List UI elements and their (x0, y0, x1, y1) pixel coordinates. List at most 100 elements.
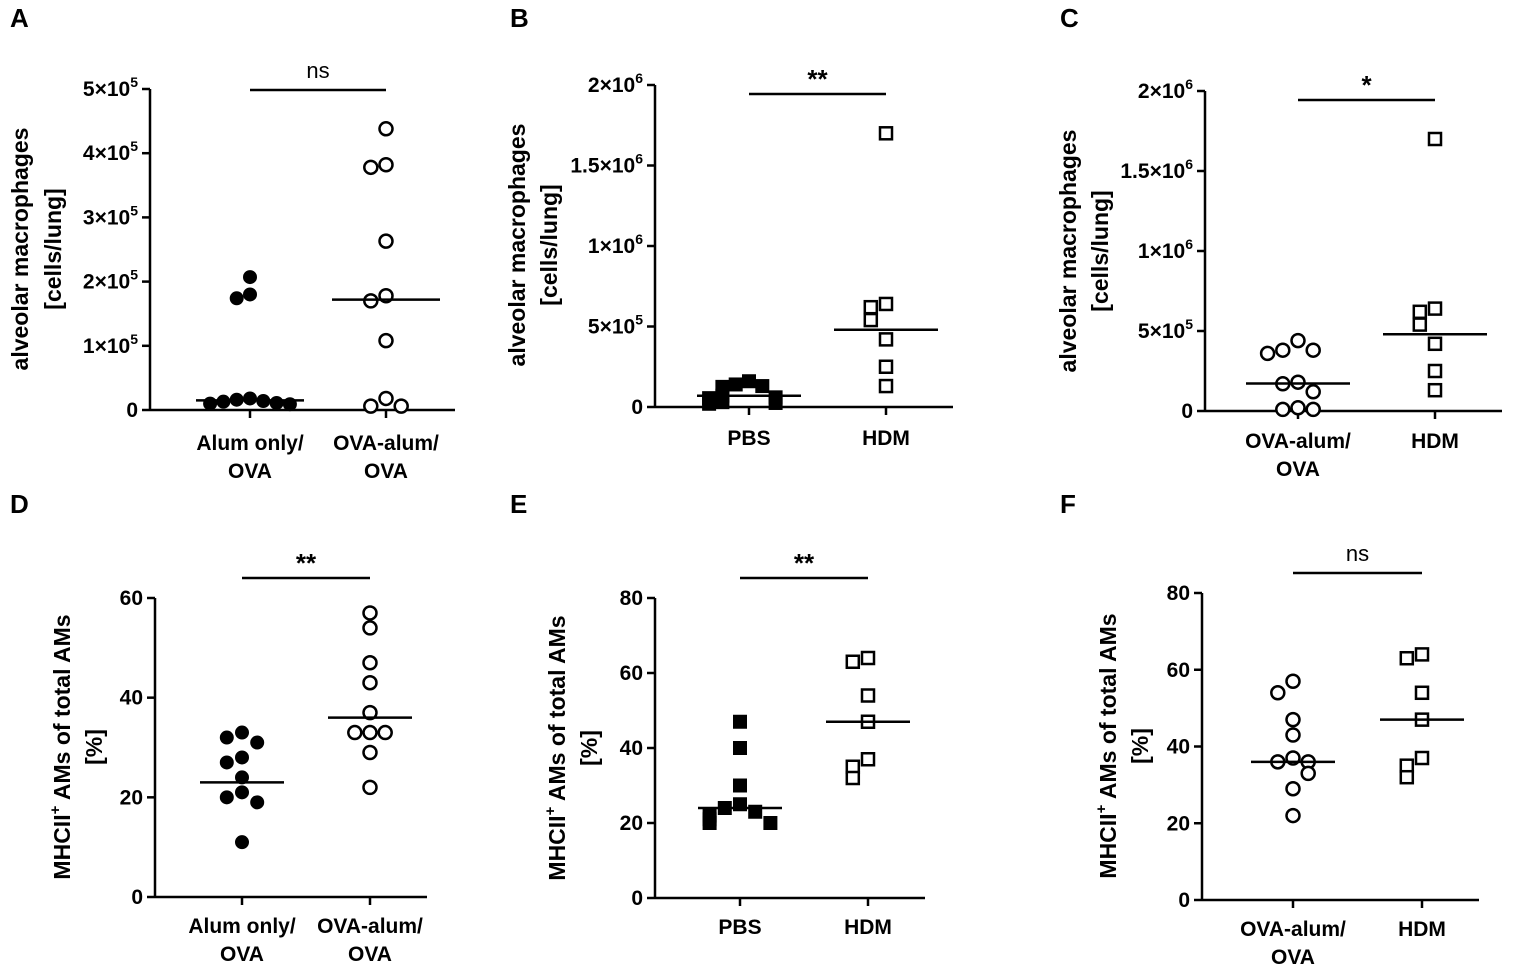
y-axis-label-line: [%] (1127, 728, 1153, 764)
data-point (378, 332, 394, 349)
y-tick-label: 60 (1167, 659, 1190, 682)
data-point (878, 126, 894, 141)
y-tick-label: 0 (631, 396, 643, 419)
data-point (1427, 363, 1443, 379)
significance-label: * (1361, 70, 1372, 100)
y-axis-label-line: [%] (81, 729, 107, 765)
panel-label: C (1060, 3, 1079, 33)
x-category-label: HDM (844, 916, 892, 939)
data-point (863, 299, 879, 315)
data-point (250, 735, 265, 750)
panel-B: B 0 5×105 1×106 1.5×106 2×106 PBS HDM alveolar m… (504, 3, 953, 450)
x-category-label: OVA-alum/ (1240, 918, 1346, 941)
data-point (1285, 807, 1301, 824)
data-point (1414, 750, 1430, 766)
y-axis-label: alveolar macrophages [cells/lung] (504, 124, 562, 367)
x-category-label: PBS (727, 427, 770, 450)
data-point (219, 755, 234, 770)
data-point (393, 398, 409, 414)
data-point (243, 270, 257, 285)
data-point (1399, 650, 1415, 666)
y-tick-label: 40 (120, 687, 143, 710)
x-category-label: HDM (1398, 918, 1446, 941)
data-point (243, 391, 257, 406)
panel-A: A 0 1×105 2×105 3×105 4×105 5×105 Alum only/OVA… (7, 3, 455, 483)
panel-C: C 0 5×105 1×106 1.5×106 2×106 OVA-alum/OVA HDM a… (1055, 3, 1502, 481)
data-point (362, 744, 378, 761)
data-point (1412, 317, 1428, 332)
data-point (860, 752, 876, 767)
y-axis-label-line: [%] (576, 730, 602, 766)
y-tick-label: 5×105 (1138, 316, 1193, 343)
data-point (1412, 304, 1428, 320)
y-tick-label: 0 (1181, 400, 1193, 423)
data-point (878, 296, 894, 312)
y-tick-label: 0 (131, 886, 143, 909)
y-axis-label-line: alveolar macrophages (1055, 130, 1081, 373)
data-point (702, 816, 717, 830)
significance-label: ** (807, 64, 828, 94)
y-tick-label: 1×105 (83, 331, 138, 358)
data-point (1427, 382, 1443, 398)
data-point (362, 704, 378, 721)
data-point (1427, 301, 1443, 316)
data-point (377, 724, 393, 741)
y-tick-label: 20 (120, 786, 143, 809)
y-tick-label: 0 (126, 399, 138, 422)
data-point (755, 379, 770, 394)
y-tick-label: 3×105 (83, 202, 138, 229)
y-axis-label: MHCII+ AMs of total AMs [%] (1093, 613, 1153, 878)
data-point (235, 770, 249, 785)
y-tick-label: 60 (120, 587, 143, 610)
data-point (1414, 647, 1430, 662)
y-tick-label: 80 (1167, 582, 1190, 605)
data-point (1285, 780, 1301, 797)
x-category-label: OVA-alum/ (333, 432, 439, 455)
y-tick-label: 2×105 (83, 267, 138, 294)
x-category-label: PBS (718, 916, 761, 939)
y-axis-label-line: MHCII+ AMs of total AMs (1093, 613, 1121, 878)
data-point (1275, 342, 1291, 358)
data-point (235, 750, 249, 765)
y-axis-label-line: alveolar macrophages (7, 128, 33, 371)
data-point (733, 741, 747, 755)
data-point (363, 398, 379, 414)
data-point (363, 293, 379, 309)
significance-label: ns (1346, 541, 1369, 566)
panel-label: E (510, 489, 527, 519)
x-category-label: OVA-alum/ (317, 915, 423, 938)
data-point (733, 714, 747, 729)
data-point (363, 159, 379, 176)
panel-label: D (10, 489, 29, 519)
x-category-label: OVA (220, 943, 264, 966)
x-category-label: HDM (1411, 430, 1459, 453)
data-point (250, 795, 265, 810)
y-axis-label: alveolar macrophages [cells/lung] (1055, 130, 1113, 373)
data-point (863, 312, 879, 328)
y-tick-label: 80 (620, 587, 643, 610)
data-point (1290, 332, 1306, 349)
data-point (845, 770, 861, 786)
significance-label: ** (794, 548, 815, 578)
data-point (1285, 727, 1301, 743)
panel-label: F (1060, 489, 1076, 519)
y-tick-label: 1×106 (588, 231, 643, 258)
x-category-label: OVA (364, 460, 408, 483)
data-point (1275, 401, 1291, 418)
y-axis-label: alveolar macrophages [cells/lung] (7, 128, 66, 371)
data-point (378, 233, 394, 249)
data-point (362, 674, 378, 691)
data-point (1414, 685, 1430, 701)
significance-label: ** (296, 548, 317, 578)
data-point (243, 287, 257, 302)
data-point (860, 688, 876, 703)
y-tick-label: 0 (1178, 889, 1190, 912)
data-point (702, 396, 717, 411)
data-point (768, 395, 783, 410)
panel-label: A (10, 3, 29, 33)
y-axis-label-line: [cells/lung] (536, 184, 562, 305)
data-point (1300, 765, 1316, 782)
data-point (219, 730, 234, 745)
data-point (362, 605, 378, 621)
data-point (742, 374, 756, 389)
